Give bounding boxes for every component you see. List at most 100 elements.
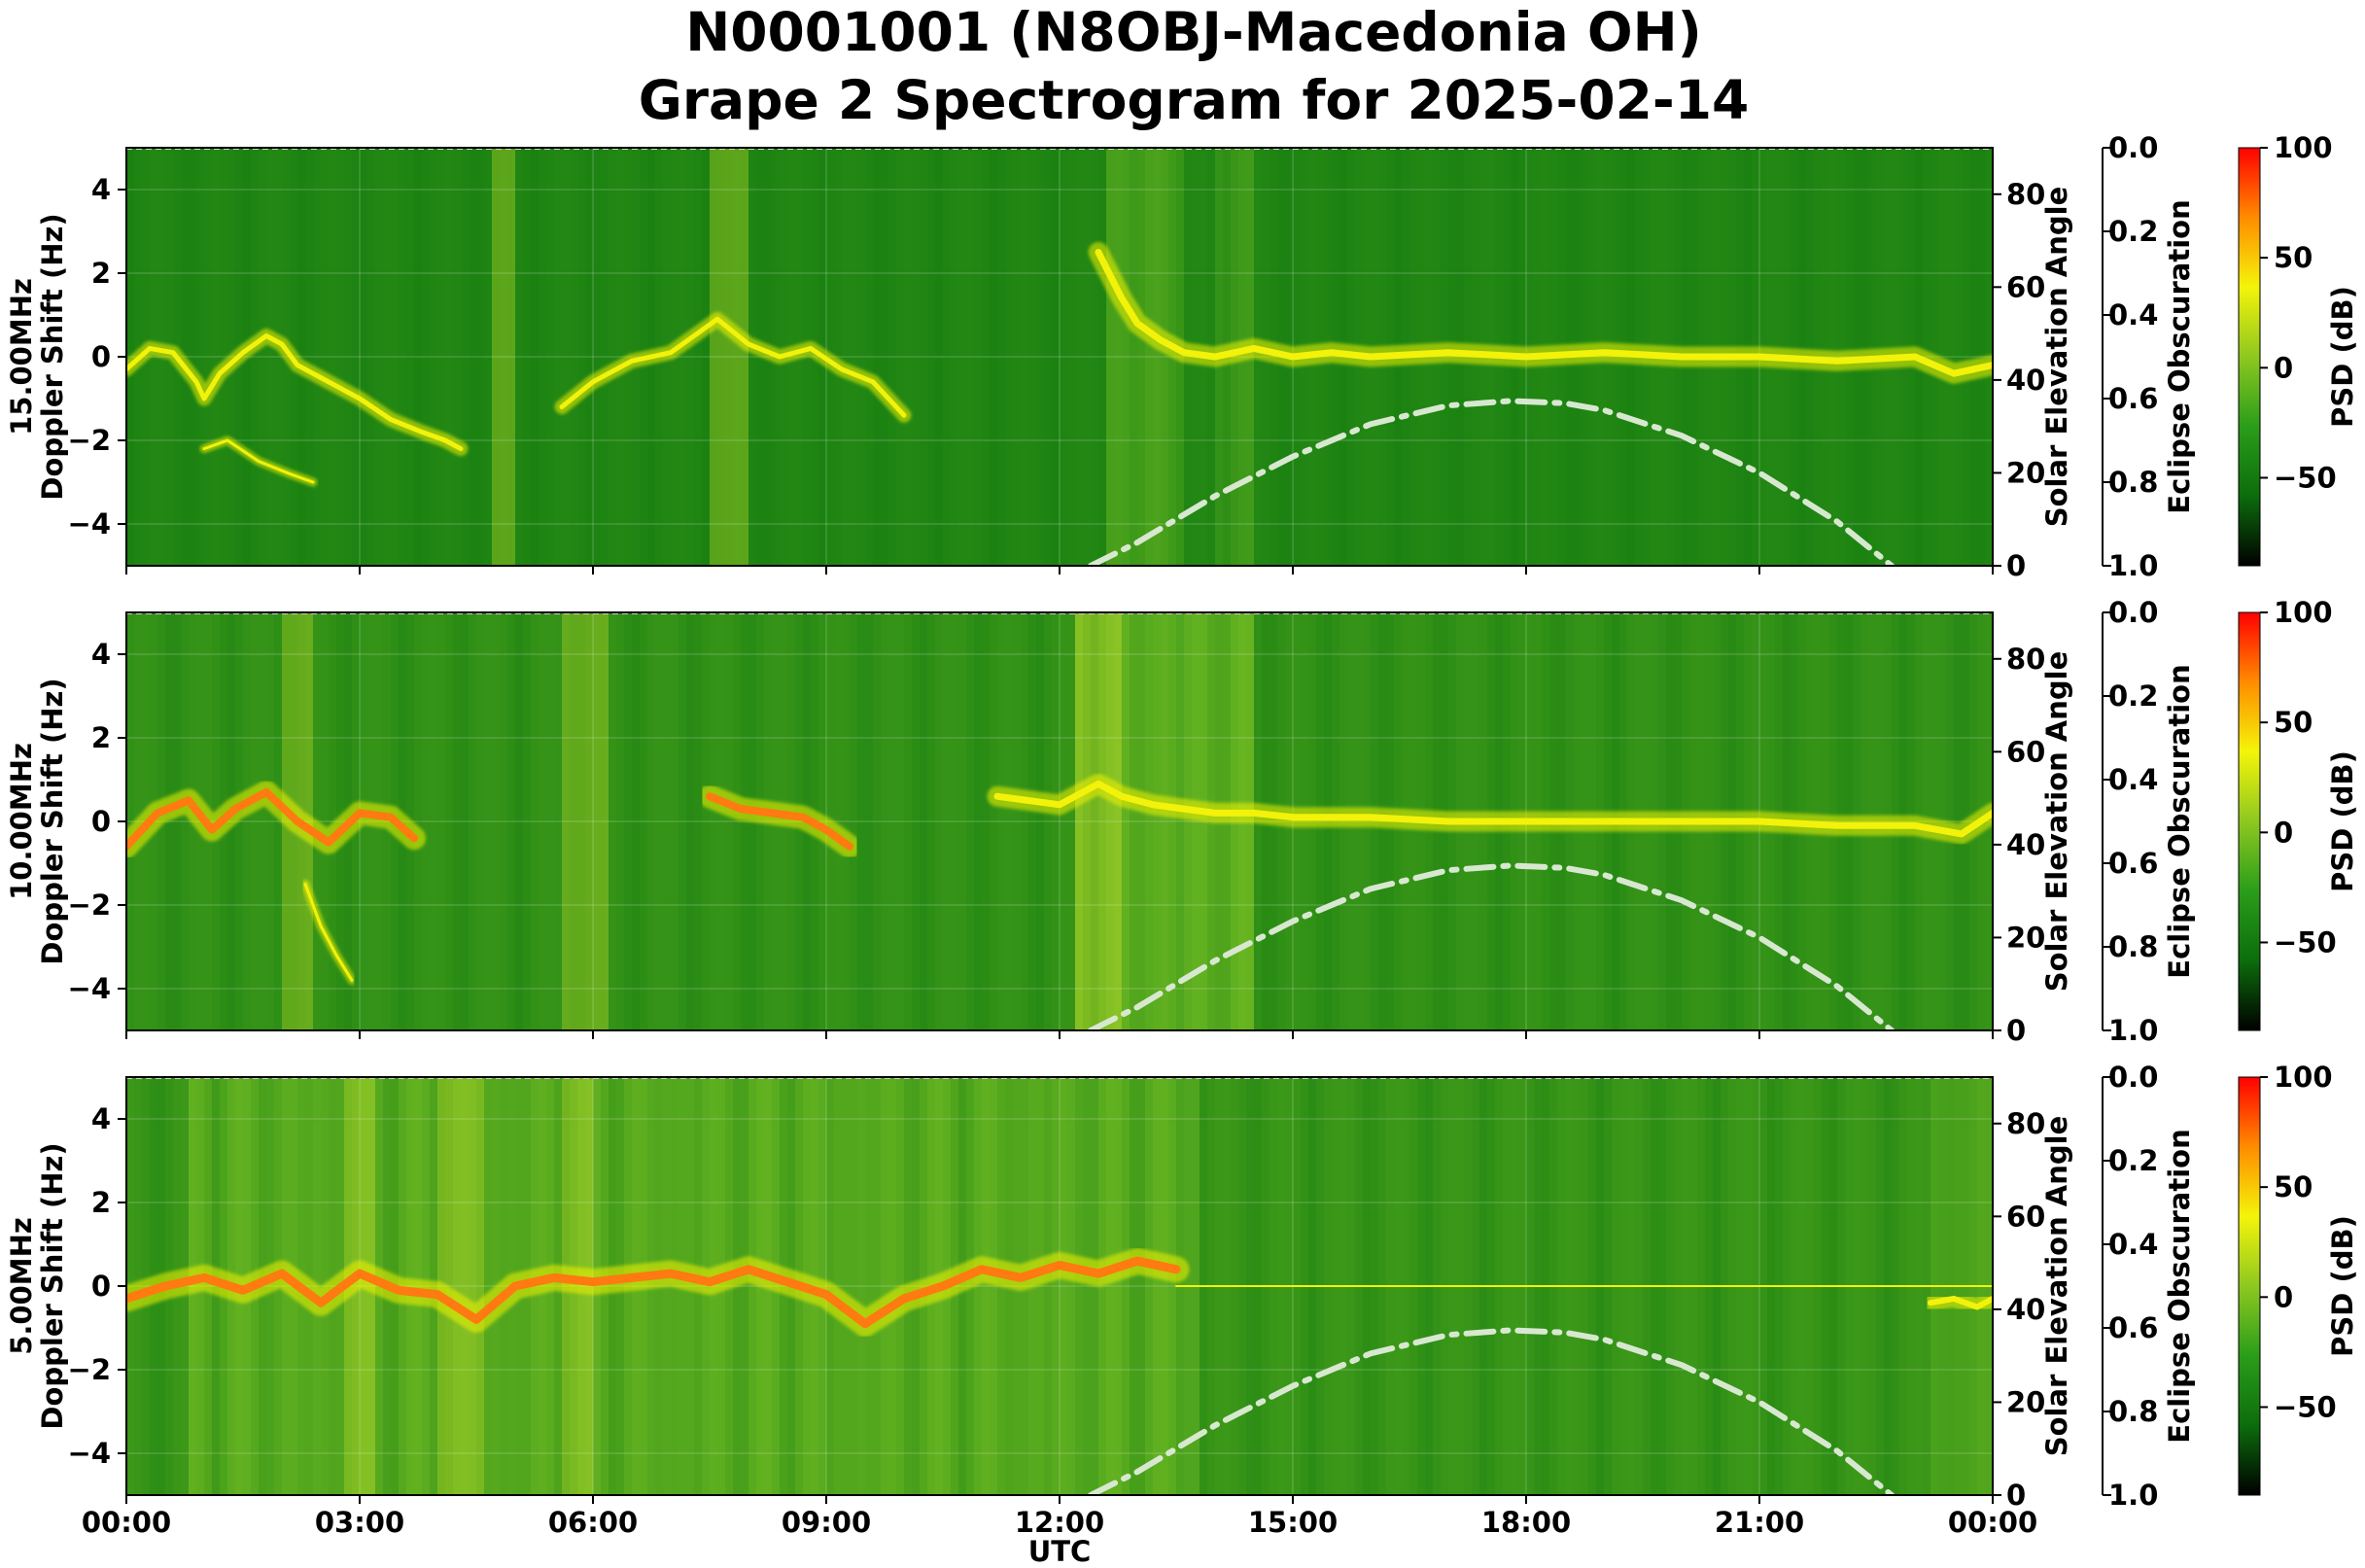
doppler-trace	[202, 438, 315, 484]
spectrogram-cell	[990, 148, 998, 566]
spectrogram-cell	[1176, 612, 1185, 1030]
spectrogram-cell	[1106, 148, 1115, 566]
spectrogram-cell	[126, 612, 135, 1030]
spectrogram-cell	[1075, 612, 1084, 1030]
spectrogram-cell	[1013, 612, 1022, 1030]
spectrogram-cell	[484, 148, 493, 566]
spectrogram-cell	[624, 612, 633, 1030]
spectrogram-cell	[1052, 612, 1061, 1030]
spectrogram-cell	[982, 1077, 991, 1495]
spectrogram-cell	[492, 612, 501, 1030]
colorbar-tick-label: 100	[2274, 131, 2333, 164]
doppler-trace	[559, 316, 907, 418]
spectrogram-cell	[352, 148, 361, 566]
solar-tick-label: 20	[2006, 456, 2045, 489]
spectrogram-cell	[546, 612, 555, 1030]
spectrogram-cell	[360, 148, 368, 566]
colorbar-tick-label: 0	[2274, 816, 2293, 849]
spectrogram-cell	[1153, 612, 1162, 1030]
spectrogram-cell	[1098, 1077, 1107, 1495]
spectrogram-cell	[671, 612, 679, 1030]
spectrogram-cell	[741, 148, 749, 566]
solar-tick-label: 60	[2006, 270, 2045, 303]
spectrogram-cell	[1091, 612, 1099, 1030]
colorbar-tick-label: 0	[2274, 1280, 2293, 1313]
spectrogram-cell	[593, 148, 602, 566]
eclipse-axis-label: Eclipse Obscuration	[2163, 664, 2196, 978]
spectrogram-cell	[920, 148, 928, 566]
x-tick-label: 00:00	[1948, 1506, 2037, 1539]
spectrogram-cell	[951, 148, 959, 566]
spectrogram-cell	[266, 148, 275, 566]
spectrogram-cell	[1060, 612, 1068, 1030]
spectrogram-cell	[1083, 1077, 1092, 1495]
eclipse-tick-label: 0.0	[2108, 131, 2158, 164]
spectrogram-cell	[904, 612, 913, 1030]
spectrogram-cell	[601, 612, 609, 1030]
y-tick-label: 0	[91, 805, 111, 838]
spectrogram-cell	[896, 612, 905, 1030]
spectrogram-cell	[1021, 612, 1029, 1030]
doppler-trace	[126, 787, 418, 851]
spectrogram-cell	[702, 148, 711, 566]
spectrogram-cell	[1114, 1077, 1123, 1495]
spectrogram-cell	[445, 1077, 454, 1495]
spectrogram-cell	[873, 612, 882, 1030]
spectrogram-cell	[1044, 1077, 1053, 1495]
spectrogram-cell	[694, 148, 703, 566]
colorbar	[2238, 147, 2261, 567]
spectrogram-cell	[881, 1077, 889, 1495]
spectrogram-cell	[500, 148, 508, 566]
doppler-trace	[993, 780, 1993, 838]
spectrogram-cell	[391, 148, 400, 566]
spectrogram-cell	[1013, 148, 1022, 566]
spectrogram-cell	[492, 148, 501, 566]
spectrogram-cell	[181, 612, 190, 1030]
spectrogram-cell	[912, 148, 921, 566]
spectrogram-cell	[430, 148, 438, 566]
spectrogram-cell	[1168, 1077, 1177, 1495]
spectrogram-cell	[577, 612, 586, 1030]
spectrogram-cell	[951, 612, 959, 1030]
spectrogram-cell	[997, 612, 1006, 1030]
eclipse-tick-label: 0.8	[2108, 1395, 2158, 1428]
spectrogram-cell	[710, 148, 718, 566]
spectrogram-cell	[422, 148, 431, 566]
spectrogram-cell	[663, 612, 672, 1030]
spectrogram-cell	[1145, 148, 1154, 566]
spectrogram-cell	[173, 612, 182, 1030]
eclipse-tick-label: 0.6	[2108, 382, 2158, 415]
spectrogram-area	[126, 148, 1993, 566]
y-tick-label: 4	[91, 1102, 111, 1135]
eclipse-tick-label: 0.8	[2108, 466, 2158, 499]
spectrogram-cell	[609, 612, 617, 1030]
eclipse-axis-label: Eclipse Obscuration	[2163, 199, 2196, 513]
spectrogram-cell	[725, 148, 734, 566]
spectrogram-cell	[857, 148, 866, 566]
spectrogram-cell	[562, 612, 571, 1030]
x-tick-label: 12:00	[1015, 1506, 1104, 1539]
spectrogram-cell	[935, 148, 944, 566]
spectrogram-cell	[259, 612, 267, 1030]
solar-tick-label: 0	[2006, 549, 2026, 582]
spectrogram-cell	[375, 148, 384, 566]
spectrogram-cell	[609, 148, 617, 566]
spectrogram-cell	[476, 1077, 485, 1495]
spectrogram-cell	[266, 612, 275, 1030]
spectrogram-cell	[1028, 612, 1037, 1030]
spectrogram-area	[126, 1077, 1993, 1495]
spectrogram-cell	[1168, 612, 1177, 1030]
solar-axis-label: Solar Elevation Angle	[2040, 187, 2073, 528]
solar-tick-label: 60	[2006, 1200, 2045, 1233]
spectrogram-cell	[881, 612, 889, 1030]
y-tick-label: 2	[91, 721, 111, 754]
colorbar-tick-label: 50	[2274, 706, 2313, 739]
spectrogram-cell	[1137, 1077, 1146, 1495]
spectrogram-cell	[616, 612, 625, 1030]
spectrogram-cell	[725, 612, 734, 1030]
spectrogram-cell	[1977, 148, 1986, 566]
spectrogram-cell	[329, 612, 337, 1030]
spectrogram-cell	[196, 148, 205, 566]
